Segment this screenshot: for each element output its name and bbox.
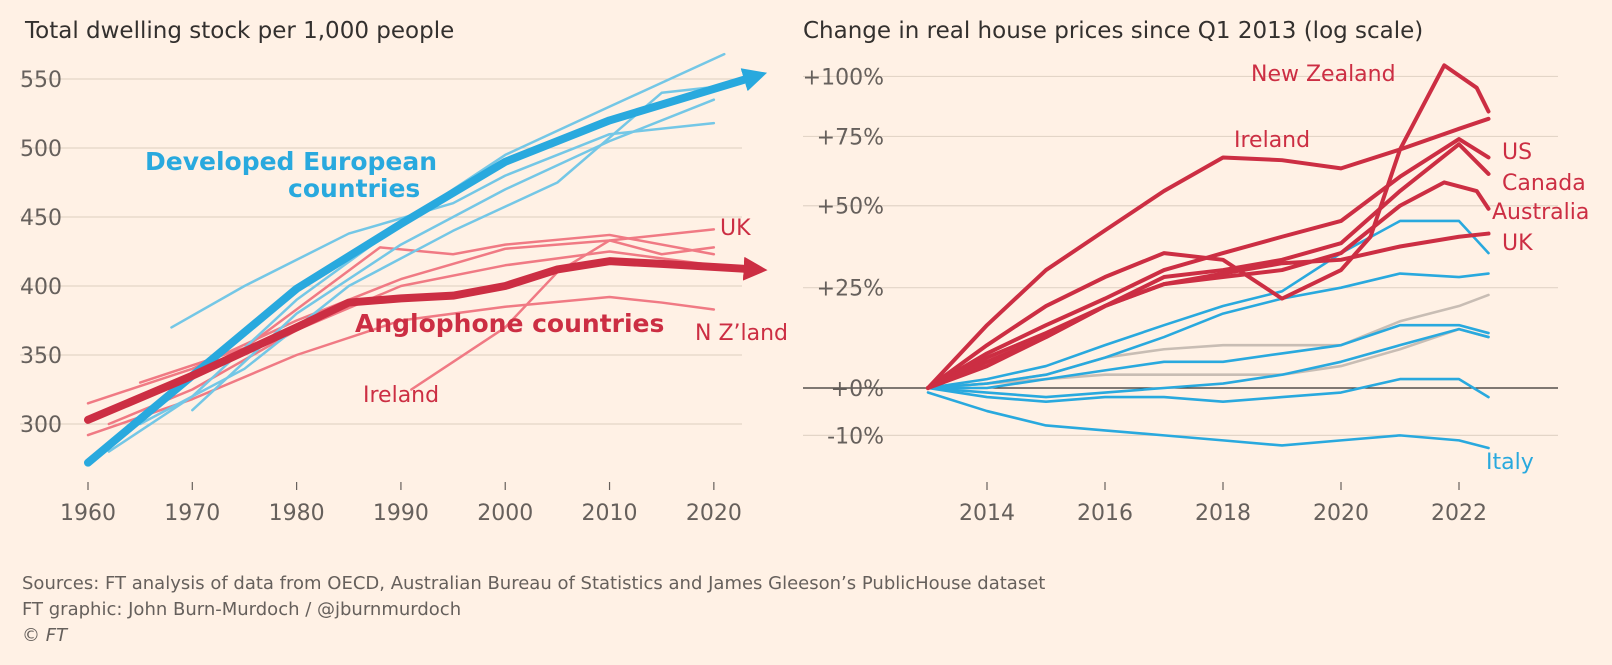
annotation-developed-european: Developed European (145, 147, 437, 176)
left-series-line (191, 98, 716, 412)
right-annotations: New Zealand Ireland US Canada Australia … (1234, 62, 1589, 475)
left-chart-title: Total dwelling stock per 1,000 people (24, 18, 454, 44)
footer-sources: Sources: FT analysis of data from OECD, … (22, 573, 1046, 594)
annotation-italy: Italy (1486, 450, 1534, 475)
annotation-us: US (1502, 140, 1532, 165)
annotation-uk-right: UK (1502, 231, 1533, 256)
left-x-tick-label: 2000 (477, 501, 533, 526)
left-x-tick-label: 2020 (686, 501, 742, 526)
footer-copyright: © FT (22, 625, 68, 646)
left-x-tick-label: 1960 (60, 501, 116, 526)
right-x-ticks: 2014 2016 2018 2020 2022 (959, 482, 1487, 526)
right-series-line (926, 377, 1490, 403)
right-series-line-ireland (926, 116, 1491, 390)
left-annotations: Developed European countries Anglophone … (145, 147, 788, 408)
right-y-tick-label: +75% (817, 125, 884, 150)
left-y-tick-label: 350 (20, 344, 62, 369)
annotation-nzland: N Z’land (695, 321, 788, 346)
right-series-line-uk (926, 231, 1491, 390)
annotation-anglophone-countries: Anglophone countries (355, 309, 664, 338)
left-chart: Total dwelling stock per 1,000 people 30… (20, 18, 788, 526)
annotation-ireland-left: Ireland (363, 383, 439, 408)
right-y-tick-label: +50% (817, 195, 884, 220)
annotation-canada: Canada (1502, 171, 1586, 196)
left-x-tick-label: 2010 (582, 501, 638, 526)
right-y-tick-label: +25% (817, 277, 884, 302)
right-series-line-us (926, 137, 1491, 390)
right-chart-title: Change in real house prices since Q1 201… (803, 18, 1423, 44)
left-x-tick-label: 1970 (164, 501, 220, 526)
left-y-tick-label: 300 (20, 413, 62, 438)
right-series-line (926, 327, 1490, 399)
left-series-line (170, 121, 716, 329)
right-y-tick-label: +0% (831, 377, 884, 402)
right-x-tick-label: 2018 (1195, 501, 1251, 526)
annotation-new-zealand: New Zealand (1251, 62, 1396, 87)
charts: Total dwelling stock per 1,000 people 30… (20, 18, 1590, 526)
right-series-line-new-zealand (926, 63, 1491, 390)
right-series-line-australia (926, 180, 1491, 390)
right-chart: Change in real house prices since Q1 201… (803, 18, 1590, 526)
right-series-line (926, 272, 1490, 390)
footer-credit: FT graphic: John Burn-Murdoch / @jburnmu… (22, 599, 462, 620)
annotation-australia: Australia (1492, 200, 1589, 225)
right-x-tick-label: 2016 (1077, 501, 1133, 526)
left-x-tick-label: 1990 (373, 501, 429, 526)
left-series-line-anglophone-countries (84, 256, 768, 424)
left-series-line (138, 84, 726, 426)
left-y-tick-label: 500 (20, 137, 62, 162)
right-y-ticks: -10% +0% +25% +50% +75% +100% (803, 65, 884, 449)
left-y-ticks: 300 350 400 450 500 550 (20, 68, 62, 438)
right-y-tick-label: +100% (803, 65, 884, 90)
right-series (926, 63, 1491, 450)
left-series (84, 52, 768, 467)
left-y-tick-label: 550 (20, 68, 62, 93)
annotation-ireland-right: Ireland (1234, 128, 1310, 153)
left-series-line-n-z-land (86, 295, 716, 437)
right-series-line-canada (926, 142, 1491, 390)
left-x-ticks: 1960 1970 1980 1990 2000 2010 2020 (60, 482, 742, 526)
right-series-line-italy (926, 391, 1490, 450)
right-x-tick-label: 2020 (1313, 501, 1369, 526)
left-series-line (107, 250, 716, 426)
right-series-line (926, 323, 1490, 390)
right-x-tick-label: 2014 (959, 501, 1015, 526)
annotation-uk: UK (720, 216, 751, 241)
right-y-tick-label: -10% (827, 424, 884, 449)
left-y-tick-label: 400 (20, 275, 62, 300)
right-series-line (926, 219, 1490, 390)
right-x-tick-label: 2022 (1431, 501, 1487, 526)
annotation-countries: countries (288, 174, 420, 203)
right-series-line (926, 327, 1490, 390)
left-y-tick-label: 450 (20, 206, 62, 231)
left-x-tick-label: 1980 (269, 501, 325, 526)
